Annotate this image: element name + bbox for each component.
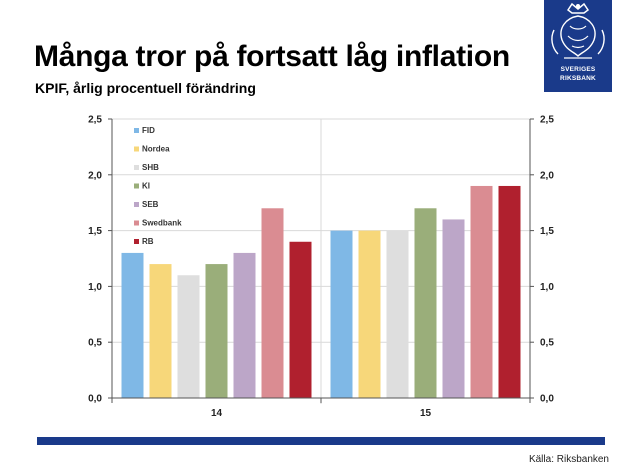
bars-layer	[121, 185, 521, 398]
bar-rb-14	[289, 241, 312, 398]
legend-label-seb: SEB	[142, 200, 159, 209]
bar-seb-15	[442, 219, 465, 398]
legend-label-shb: SHB	[142, 163, 159, 172]
legend-label-fid: FID	[142, 126, 155, 135]
source-note: Källa: Riksbanken	[528, 454, 609, 465]
y-tick-label-left-1: 0,5	[88, 338, 102, 349]
legend-label-ki: KI	[142, 182, 150, 191]
bar-shb-15	[386, 230, 409, 398]
footer-rule	[37, 437, 605, 445]
y-tick-label-right-2: 1,0	[540, 282, 554, 293]
legend-swatch-shb	[134, 165, 139, 170]
bar-fid-15	[330, 230, 353, 398]
legend-label-nordea: Nordea	[142, 145, 170, 154]
bar-ki-14	[205, 264, 228, 398]
y-tick-label-left-4: 2,0	[88, 170, 102, 181]
axes-layer: 14 15 0,0 0,0 0,5 0,5 1,0 1,0 1,5 1,5 2,0 2,0 2,5 2,5	[88, 115, 554, 420]
y-tick-label-right-0: 0,0	[540, 394, 554, 405]
bar-nordea-14	[149, 264, 172, 398]
y-tick-label-right-1: 0,5	[540, 338, 554, 349]
logo-text-line1: SVERIGES	[560, 66, 596, 73]
bar-seb-14	[233, 252, 256, 398]
chart-subtitle: KPIF, årlig procentuell förändring	[35, 80, 256, 96]
x-tick-label-14: 14	[211, 408, 223, 419]
y-tick-label-right-4: 2,0	[540, 170, 554, 181]
legend-swatch-swedbank	[134, 220, 139, 226]
bar-nordea-15	[358, 230, 381, 398]
legend-label-rb: RB	[142, 237, 154, 246]
logo-text-line2: RIKSBANK	[560, 75, 596, 82]
legend-swatch-ki	[134, 183, 139, 189]
bar-rb-15	[498, 185, 521, 398]
riksbank-logo	[544, 0, 612, 92]
bar-ki-15	[414, 208, 437, 398]
bar-swedbank-14	[261, 208, 284, 398]
y-tick-label-right-5: 2,5	[540, 115, 554, 126]
chart-title: Många tror på fortsatt låg inflation	[34, 40, 510, 73]
y-tick-label-left-2: 1,0	[88, 282, 102, 293]
legend-layer: FID Nordea SHB KI SEB Swedbank RB	[134, 126, 182, 246]
legend-swatch-nordea	[134, 146, 139, 152]
bar-swedbank-15	[470, 185, 493, 398]
legend-label-swedbank: Swedbank	[142, 219, 182, 228]
legend-swatch-seb	[134, 202, 139, 207]
bar-fid-14	[121, 252, 144, 398]
bar-chart: 14 15 0,0 0,0 0,5 0,5 1,0 1,0 1,5 1,5 2,0 2,0 2,5 2,5…	[88, 115, 554, 420]
y-tick-label-right-3: 1,5	[540, 226, 554, 237]
legend-swatch-fid	[134, 128, 139, 133]
y-tick-label-left-0: 0,0	[88, 394, 102, 405]
grid-layer	[112, 118, 530, 404]
bar-shb-14	[177, 275, 200, 398]
x-tick-label-15: 15	[420, 408, 432, 419]
y-tick-label-left-5: 2,5	[88, 115, 102, 126]
legend-swatch-rb	[134, 239, 139, 244]
y-tick-label-left-3: 1,5	[88, 226, 102, 237]
